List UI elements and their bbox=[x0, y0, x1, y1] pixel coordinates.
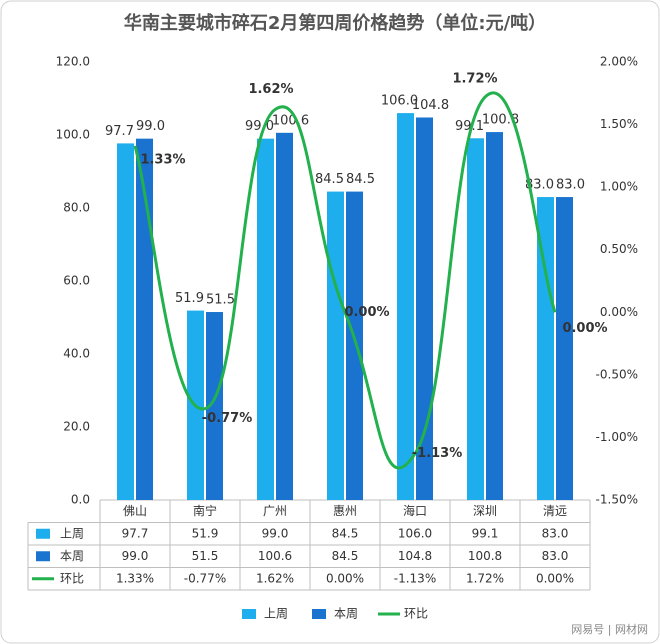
table-cell: 99.0 bbox=[122, 549, 149, 563]
bar bbox=[486, 132, 503, 500]
bar bbox=[537, 197, 554, 501]
table-cell: 51.9 bbox=[192, 526, 219, 540]
y2-tick-label: -1.50% bbox=[596, 493, 638, 507]
data-label: 1.62% bbox=[248, 82, 293, 97]
y2-tick-label: -0.50% bbox=[596, 367, 638, 381]
x-tick-label: 惠州 bbox=[333, 504, 357, 518]
data-label: -0.77% bbox=[202, 411, 253, 426]
y-tick-label: 100.0 bbox=[56, 128, 90, 142]
y2-tick-label: -1.00% bbox=[596, 430, 638, 444]
data-label: 0.00% bbox=[344, 305, 389, 320]
y2-tick-label: 0.00% bbox=[600, 305, 638, 319]
table-cell: 0.00% bbox=[326, 571, 364, 585]
x-tick-label: 深圳 bbox=[473, 504, 497, 518]
legend-key bbox=[312, 609, 326, 619]
data-label: 51.9 bbox=[175, 291, 204, 306]
table-cell: 83.0 bbox=[542, 526, 569, 540]
bar bbox=[327, 191, 344, 500]
source: 网易号 | 网材网 bbox=[571, 622, 648, 636]
table-cell: 97.7 bbox=[122, 526, 149, 540]
data-label: 104.8 bbox=[412, 98, 449, 113]
legend-label: 本周 bbox=[334, 607, 358, 621]
bar bbox=[397, 113, 414, 500]
data-label: 83.0 bbox=[556, 178, 585, 193]
bar bbox=[416, 117, 433, 500]
table-cell: 83.0 bbox=[542, 549, 569, 563]
bar bbox=[556, 197, 573, 501]
bar bbox=[257, 138, 274, 500]
y2-tick-label: 1.50% bbox=[600, 117, 638, 131]
table-cell: -0.77% bbox=[184, 571, 226, 585]
x-tick-label: 广州 bbox=[263, 504, 287, 518]
table-cell: 104.8 bbox=[398, 549, 432, 563]
data-label: 99.0 bbox=[245, 119, 274, 134]
legend-key bbox=[242, 609, 256, 619]
y2-tick-label: 0.50% bbox=[600, 242, 638, 256]
table-key bbox=[36, 528, 50, 539]
data-label: 97.7 bbox=[105, 124, 134, 139]
line bbox=[133, 91, 557, 470]
y-tick-label: 40.0 bbox=[63, 347, 90, 361]
y2-tick-label: 2.00% bbox=[600, 55, 638, 69]
table-cell: 99.0 bbox=[262, 526, 289, 540]
table-cell: 100.6 bbox=[258, 549, 292, 563]
table-cell: 51.5 bbox=[192, 549, 219, 563]
table-series-name: 上周 bbox=[60, 526, 84, 540]
data-label: 51.5 bbox=[206, 293, 235, 308]
data-label: 1.33% bbox=[140, 152, 185, 167]
legend-label: 环比 bbox=[404, 607, 428, 621]
table-cell: 84.5 bbox=[332, 526, 359, 540]
table-cell: 100.8 bbox=[468, 549, 502, 563]
data-label: 0.00% bbox=[562, 321, 607, 336]
y-tick-label: 20.0 bbox=[63, 420, 90, 434]
data-label: -1.13% bbox=[412, 446, 463, 461]
bar bbox=[206, 312, 223, 500]
table-cell: 106.0 bbox=[398, 526, 432, 540]
table-key bbox=[36, 551, 50, 562]
table-cell: 1.33% bbox=[116, 571, 154, 585]
data-label: 100.8 bbox=[482, 113, 519, 128]
x-tick-label: 佛山 bbox=[123, 504, 147, 518]
data-label: 99.0 bbox=[136, 119, 165, 134]
x-tick-label: 海口 bbox=[403, 503, 427, 518]
y-tick-label: 80.0 bbox=[63, 201, 90, 215]
table-cell: -1.13% bbox=[394, 571, 436, 585]
y-tick-label: 60.0 bbox=[63, 274, 90, 288]
data-label: 99.1 bbox=[455, 119, 484, 134]
bar bbox=[136, 138, 153, 500]
data-label: 100.6 bbox=[272, 113, 309, 128]
bar bbox=[117, 143, 134, 500]
data-label: 84.5 bbox=[315, 172, 344, 187]
x-tick-label: 清远 bbox=[543, 504, 567, 518]
legend-label: 上周 bbox=[264, 607, 288, 621]
table-cell: 84.5 bbox=[332, 549, 359, 563]
y-tick-label: 120.0 bbox=[56, 55, 90, 69]
table-cell: 99.1 bbox=[472, 526, 499, 540]
data-label: 1.72% bbox=[452, 72, 497, 87]
bar bbox=[346, 191, 363, 500]
table-cell: 1.72% bbox=[466, 571, 504, 585]
bar bbox=[276, 132, 293, 500]
x-tick-label: 南宁 bbox=[193, 503, 217, 518]
y-tick-label: 0.0 bbox=[71, 493, 90, 507]
chart-title: 华南主要城市碎石2月第四周价格趋势（单位:元/吨） bbox=[124, 12, 546, 34]
data-label: 84.5 bbox=[346, 172, 375, 187]
y2-tick-label: 1.00% bbox=[600, 180, 638, 194]
table-cell: 1.62% bbox=[256, 571, 294, 585]
bar bbox=[467, 138, 484, 500]
table-cell: 0.00% bbox=[536, 571, 574, 585]
data-label: 83.0 bbox=[525, 178, 554, 193]
table-series-name: 本周 bbox=[60, 549, 84, 563]
data-label: 106.0 bbox=[381, 94, 418, 109]
table-series-name: 环比 bbox=[60, 571, 84, 585]
